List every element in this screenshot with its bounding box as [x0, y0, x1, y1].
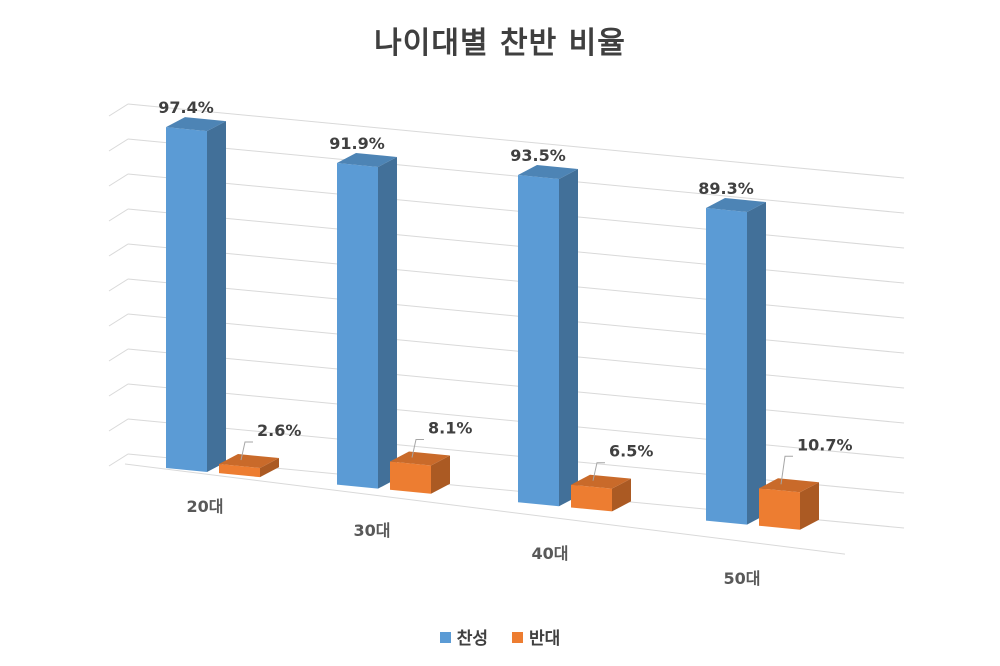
- bar-series-1-2: [571, 474, 631, 512]
- gridline-side: [108, 103, 129, 117]
- gridline: [127, 173, 905, 249]
- category-label-1: 30대: [354, 521, 391, 540]
- gridlines: [108, 103, 905, 555]
- category-label-3: 50대: [724, 569, 761, 588]
- legend-label-series-1: 반대: [528, 629, 561, 649]
- data-label-series-0-2: 93.5%: [510, 146, 566, 165]
- legend-label-series-0: 찬성: [456, 629, 489, 649]
- gridline-side: [108, 383, 129, 397]
- bar-series-0-3: [706, 198, 766, 525]
- gridline: [127, 383, 905, 459]
- gridline: [127, 103, 905, 179]
- labels: 97.4% 2.6% 91.9% 8.1% 93.5% 6.5% 89.3% 10.7% 20대…: [158, 98, 852, 588]
- data-label-series-1-2: 6.5%: [609, 442, 653, 461]
- data-label-series-0-3: 89.3%: [698, 179, 754, 198]
- bar-series-1-1: [390, 451, 450, 494]
- gridline-side: [108, 173, 129, 187]
- gridline: [127, 313, 905, 389]
- legend-item-series-0: 찬성: [439, 624, 489, 649]
- gridline-side: [108, 453, 129, 467]
- gridline-side: [108, 208, 129, 222]
- gridline: [127, 208, 905, 284]
- gridline-side: [108, 313, 129, 327]
- bar-series-0-1: [337, 152, 397, 489]
- bar-series-0-0: [166, 117, 226, 472]
- gridline-side: [108, 348, 129, 362]
- bar-series-1-3: [759, 478, 819, 530]
- data-label-series-0-1: 91.9%: [329, 134, 385, 153]
- floor-edge: [124, 463, 846, 555]
- gridline: [127, 243, 905, 319]
- gridline: [127, 278, 905, 354]
- chart-title: 나이대별 찬반 비율: [374, 26, 626, 61]
- data-label-series-1-3: 10.7%: [797, 435, 853, 454]
- legend-item-series-1: 반대: [511, 624, 561, 649]
- gridline-side: [108, 243, 129, 257]
- leader-line: [240, 441, 253, 461]
- category-label-0: 20대: [187, 497, 224, 516]
- leader-line: [411, 438, 424, 458]
- gridline: [127, 348, 905, 424]
- leader-line: [780, 455, 793, 485]
- legend-swatch-series-0: [439, 632, 451, 643]
- data-label-series-1-1: 8.1%: [428, 418, 472, 437]
- bars: [166, 117, 819, 530]
- gridline-side: [108, 418, 129, 432]
- gridline-side: [108, 278, 129, 292]
- leader-line: [592, 462, 605, 481]
- data-label-series-1-0: 2.6%: [257, 421, 301, 440]
- bar-series-0-2: [518, 165, 578, 507]
- legend: 찬성 반대: [0, 624, 1000, 649]
- category-label-2: 40대: [532, 544, 569, 563]
- gridline-side: [108, 138, 129, 152]
- gridline: [127, 138, 905, 214]
- legend-swatch-series-1: [511, 632, 523, 643]
- data-label-series-0-0: 97.4%: [158, 98, 214, 117]
- bar-series-1-0: [219, 454, 279, 478]
